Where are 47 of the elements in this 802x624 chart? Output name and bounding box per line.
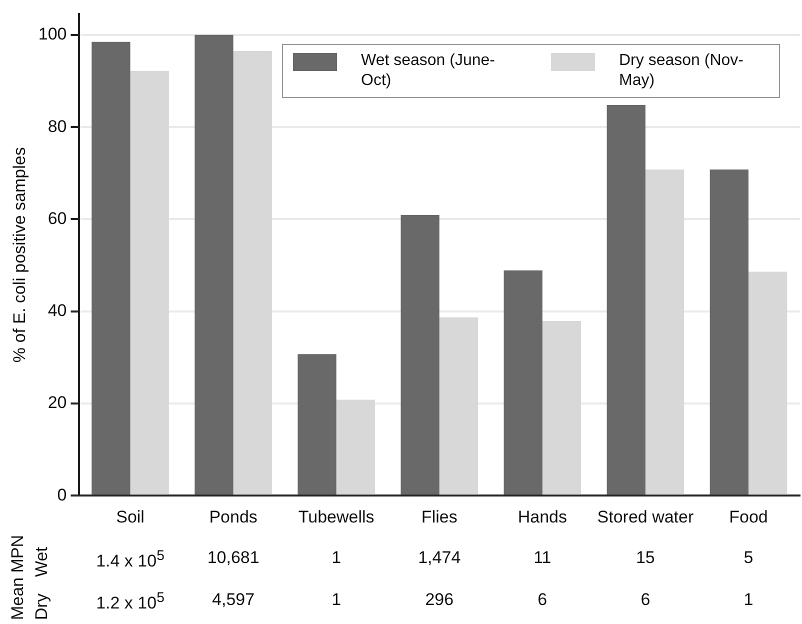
- bar: [542, 321, 582, 495]
- bar: [748, 272, 788, 495]
- bar: [645, 169, 684, 495]
- text: 1.4 x 10$^{5}$: [96, 548, 164, 572]
- bar: [233, 51, 272, 495]
- y-tick-label: 0: [57, 485, 67, 504]
- text: 1: [332, 548, 342, 568]
- x-tick-label: Food: [729, 507, 768, 526]
- text: 6: [640, 590, 650, 610]
- text: 11: [534, 548, 552, 568]
- text: 1: [332, 590, 342, 610]
- text: 15: [636, 548, 655, 568]
- x-tick-label: Ponds: [209, 507, 258, 526]
- text: 1: [744, 590, 754, 610]
- x-tick-label: Stored water: [597, 507, 694, 526]
- y-axis-title: % of E. coli positive samples: [10, 147, 29, 363]
- text: 4,597: [212, 590, 255, 610]
- text: 5: [744, 548, 754, 568]
- bar: [439, 317, 478, 495]
- y-tick-label: 40: [48, 301, 67, 320]
- bar: [92, 42, 130, 495]
- bar: [194, 34, 234, 495]
- legend-label: Wet season (June-Oct): [361, 51, 496, 92]
- y-tick-label: 80: [48, 116, 67, 136]
- text: Dry: [32, 594, 52, 620]
- y-tick-label: 60: [48, 208, 67, 228]
- x-tick-label: Hands: [518, 507, 567, 526]
- y-tick-label: 100: [38, 24, 67, 44]
- x-tick-label: Tubewells: [298, 507, 374, 526]
- bar: [298, 354, 336, 495]
- y-tick-label: 20: [48, 393, 67, 412]
- text: 6: [538, 590, 548, 610]
- x-tick-label: Flies: [421, 507, 458, 526]
- text: Mean MPN: [8, 534, 28, 620]
- bar: [336, 400, 375, 495]
- bar: [606, 104, 646, 495]
- legend-label: Dry season (Nov-May): [619, 51, 744, 92]
- text: 1,474: [418, 548, 461, 568]
- bar: [400, 215, 440, 495]
- text: 1.2 x 10$^{5}$: [96, 590, 164, 614]
- bar: [130, 70, 169, 495]
- bar: [504, 270, 542, 495]
- text: 296: [425, 590, 454, 610]
- text: 10,681: [207, 548, 260, 568]
- bar: [710, 169, 748, 495]
- x-tick-label: Soil: [116, 507, 144, 526]
- text: Wet: [32, 547, 52, 577]
